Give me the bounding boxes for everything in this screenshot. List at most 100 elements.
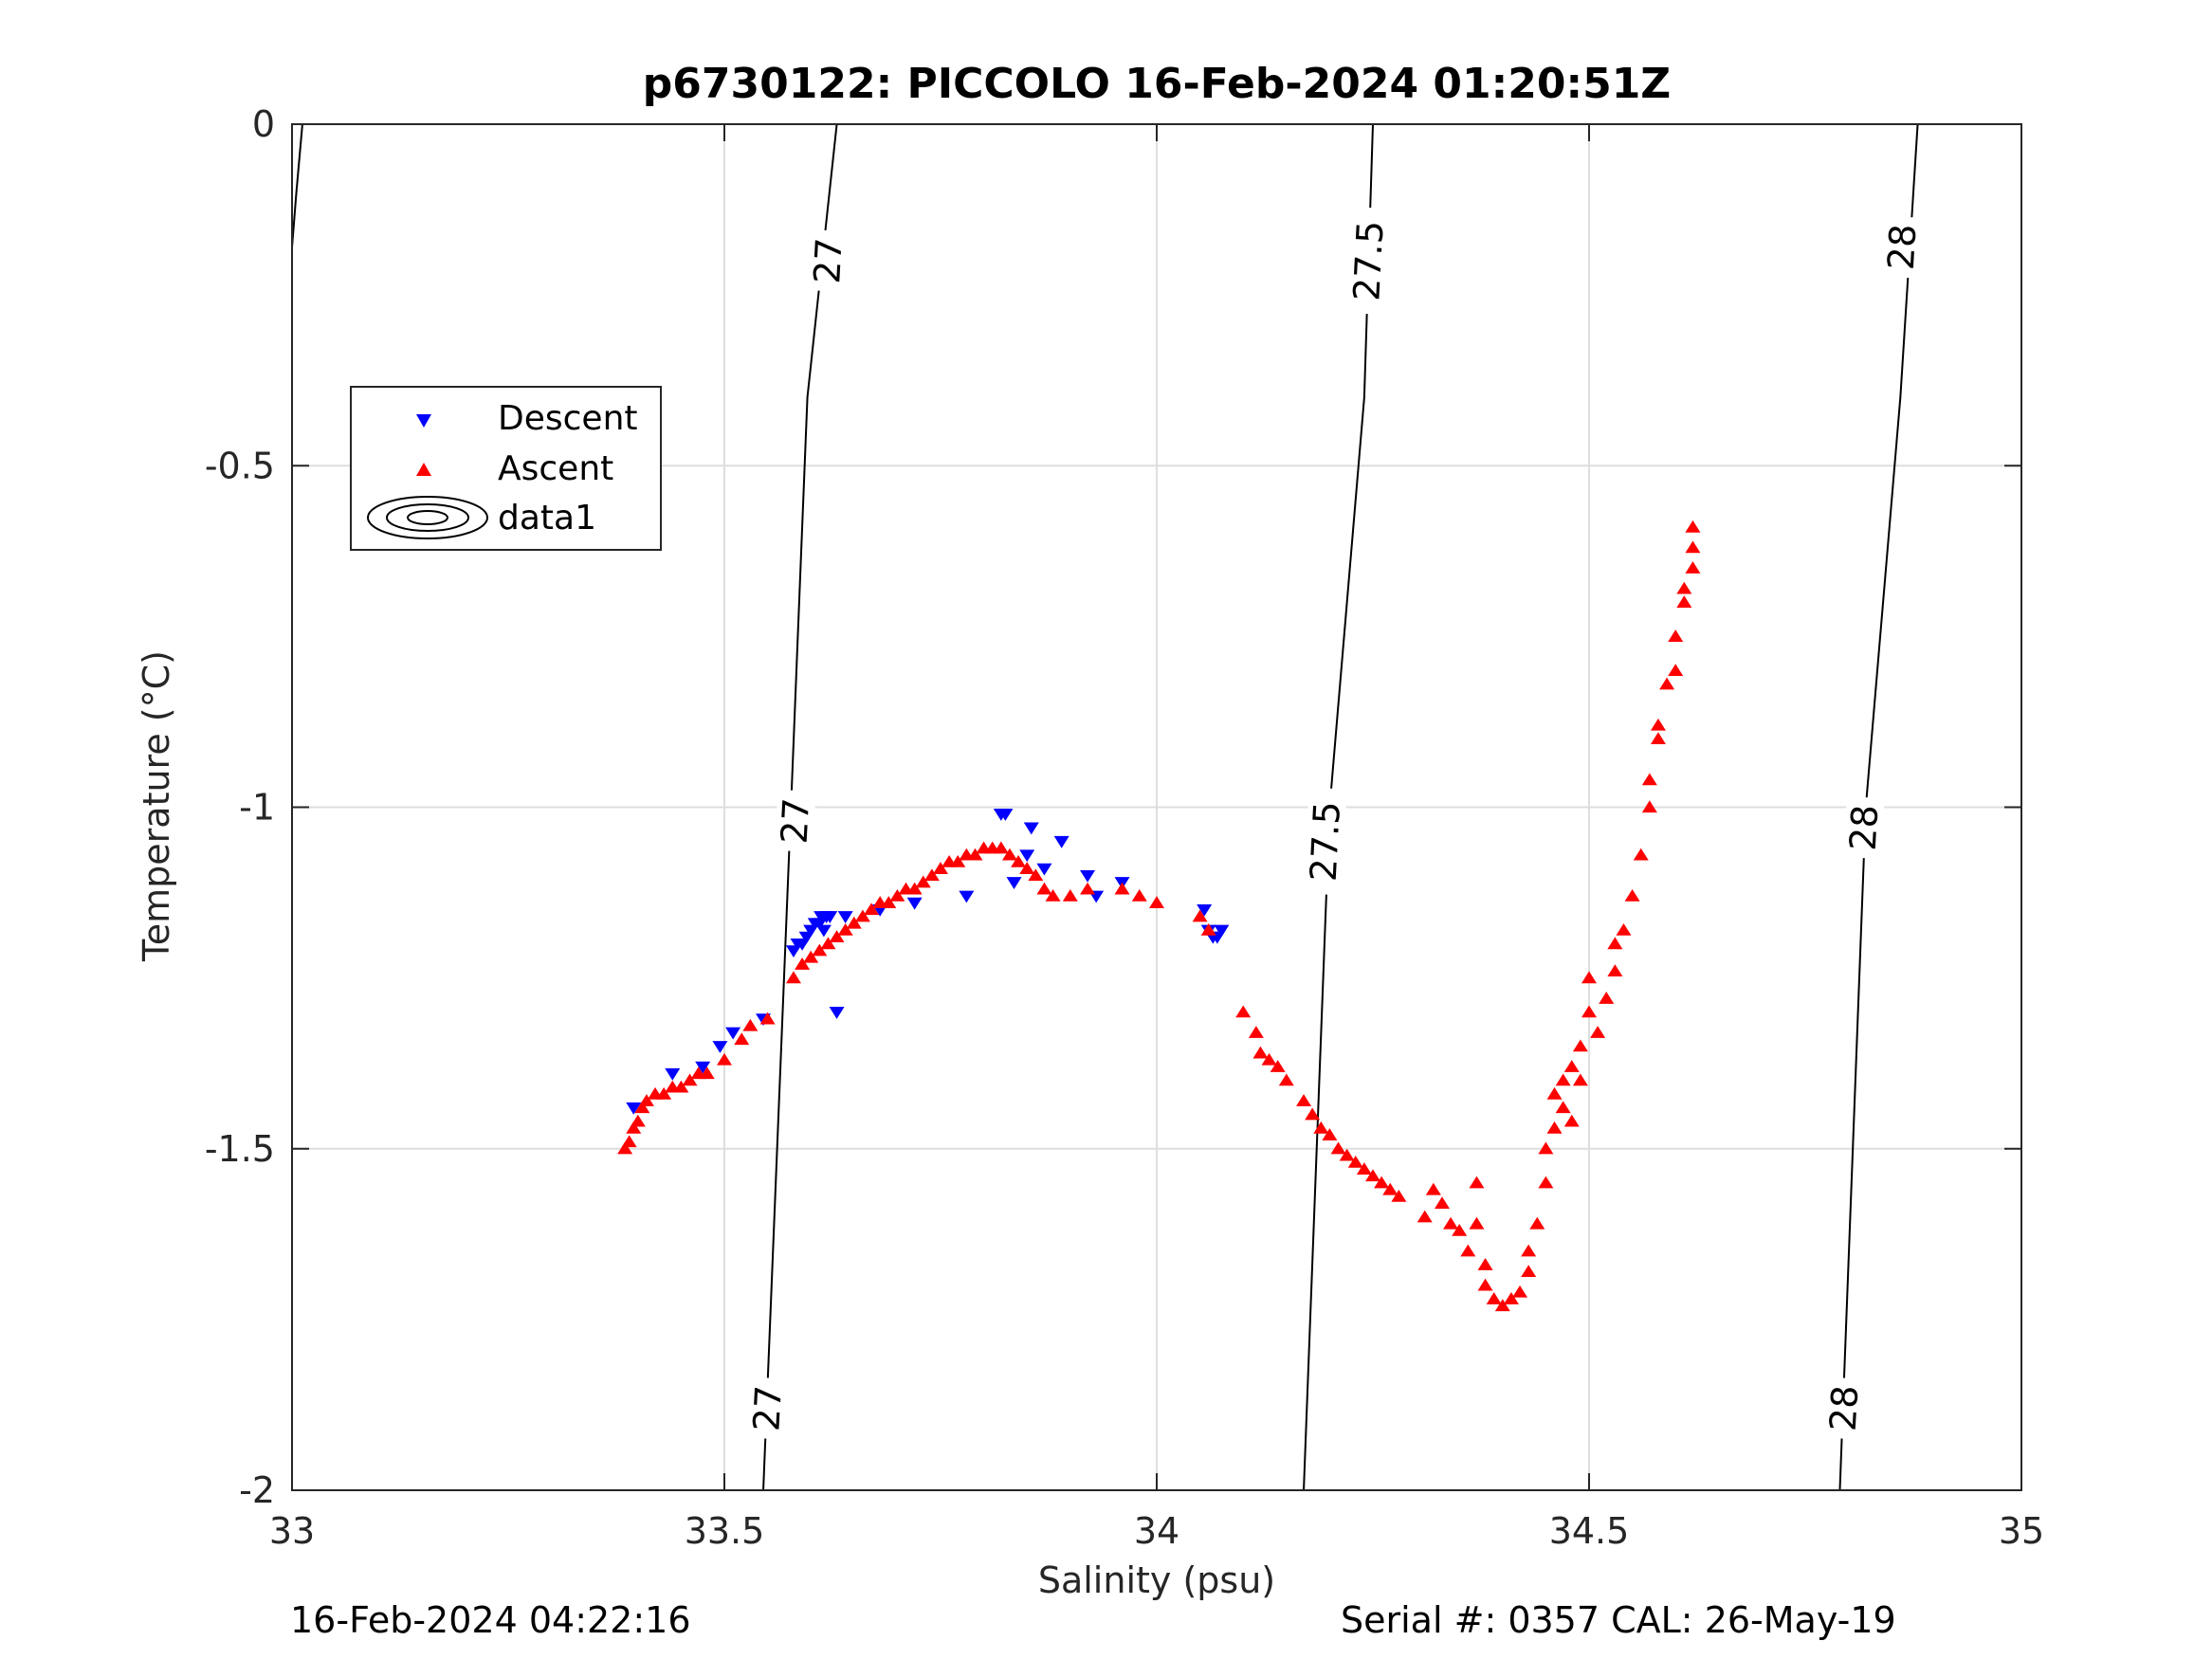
ascent-point [933,862,948,874]
axis-ticks: 33 33.5 34 34.5 35 0 -0.5 -1 -1.5 -2 [205,103,2044,1552]
legend-box [350,386,662,551]
ascent-point [1305,1107,1321,1121]
ascent-point [1668,664,1684,676]
y-tick-label: -0.5 [205,445,275,486]
ascent-point [1581,1005,1597,1018]
ascent-point [1425,1182,1441,1195]
ascent-point [734,1032,750,1046]
x-tick-label: 34.5 [1549,1510,1630,1552]
ascent-point [1555,1073,1571,1086]
ascent-point [1563,1114,1580,1127]
x-tick-label: 34 [1134,1510,1179,1552]
descent-point [712,1041,728,1053]
descent-point [695,1061,711,1074]
ascent-point [889,888,905,902]
y-tick-label: -1.5 [205,1128,275,1170]
ascent-point [1546,1086,1563,1100]
contour-label-background [1881,215,1923,279]
ascent-point [1062,888,1078,902]
legend-ascent-label: Ascent [498,449,613,488]
ascent-point [1650,732,1666,745]
ascent-point [682,1073,698,1086]
ascent-point [846,916,862,929]
ascent-point [1391,1189,1407,1202]
ascent-point [1382,1182,1398,1195]
contour-label-group: 28 [1842,796,1887,860]
ascent-point [923,868,940,882]
ascent-point [881,896,897,908]
ascent-point [1131,888,1147,902]
ascent-point [967,848,983,861]
ascent-point [812,943,828,957]
descent-point [815,924,832,938]
ascent-point [1365,1169,1380,1182]
descent-point [906,897,923,910]
descent-point [1053,835,1069,848]
contour-label-group: 27 [745,1376,790,1440]
contour-label: 27.5 [1303,800,1348,883]
ascent-point [993,841,1009,854]
ascent-point [1460,1244,1476,1257]
contour-label-background [1346,207,1391,316]
descent-point [665,1067,681,1081]
ascent-point [717,1052,732,1066]
contour-label-background [807,229,850,293]
contour-label-background [1843,796,1885,860]
ascent-point [634,1101,650,1114]
ascent-point [1572,1039,1588,1052]
ascent-point [638,1094,654,1106]
contour-label-background [746,1376,789,1440]
ascent-point [864,902,880,916]
descent-point [837,911,853,923]
ascent-point [621,1135,637,1148]
ascent-point [1469,1176,1485,1189]
ascent-point [1045,888,1061,902]
ascent-point [1149,896,1164,908]
x-tick-label: 33.5 [685,1510,765,1552]
ascent-point [1270,1060,1286,1072]
x-tick-label: 33 [269,1510,315,1552]
ascent-point [1555,1101,1571,1114]
contour-label-group: 27 [806,229,850,293]
ascent-point [673,1080,689,1093]
descent-point [1197,903,1213,917]
legend: Descent Ascent data1 [350,386,662,551]
ascent-point [1434,1196,1450,1209]
ascent-point [820,937,836,950]
x-tick-label: 35 [1999,1510,2044,1552]
ascent-point [1521,1244,1537,1257]
ascent-point [915,875,931,888]
ascent-point [1676,595,1692,608]
ascent-point [1607,937,1623,950]
ascent-point [1252,1046,1269,1059]
ascent-point [1676,581,1692,594]
contour-label-group: 27 [774,789,817,852]
ascent-point [1011,854,1027,867]
footer-serial-cal: Serial #: 0357 CAL: 26-May-19 [1341,1599,1896,1641]
contour-label-background [1304,787,1347,896]
contour-label: 27.5 [1345,220,1391,302]
y-axis-label: Temperature (°C) [136,650,177,962]
ascent-point [1494,1299,1510,1312]
contour-label-group: 27.5 [1345,207,1392,316]
ascent-point [1330,1141,1346,1155]
ascent-point [1607,964,1623,977]
ascent-point [1261,1052,1277,1066]
ascent-point [1192,909,1208,922]
ascent-point [759,1012,776,1025]
ascent-point [1477,1258,1493,1270]
ascent-point [1668,629,1684,642]
ascent-point [630,1114,646,1127]
ascent-point [1374,1176,1390,1189]
descent-point [1023,822,1039,835]
legend-contour-marker [367,496,488,539]
ascent-point [617,1141,633,1155]
ascent-point [1503,1292,1519,1304]
ascent-point [1521,1265,1537,1278]
descent-point [829,1007,845,1019]
ascent-point [1469,1216,1485,1230]
contour-label: 28 [1842,804,1887,852]
ascent-point [1685,540,1701,554]
contour-label-background [775,789,816,852]
ascent-point [1452,1224,1468,1236]
